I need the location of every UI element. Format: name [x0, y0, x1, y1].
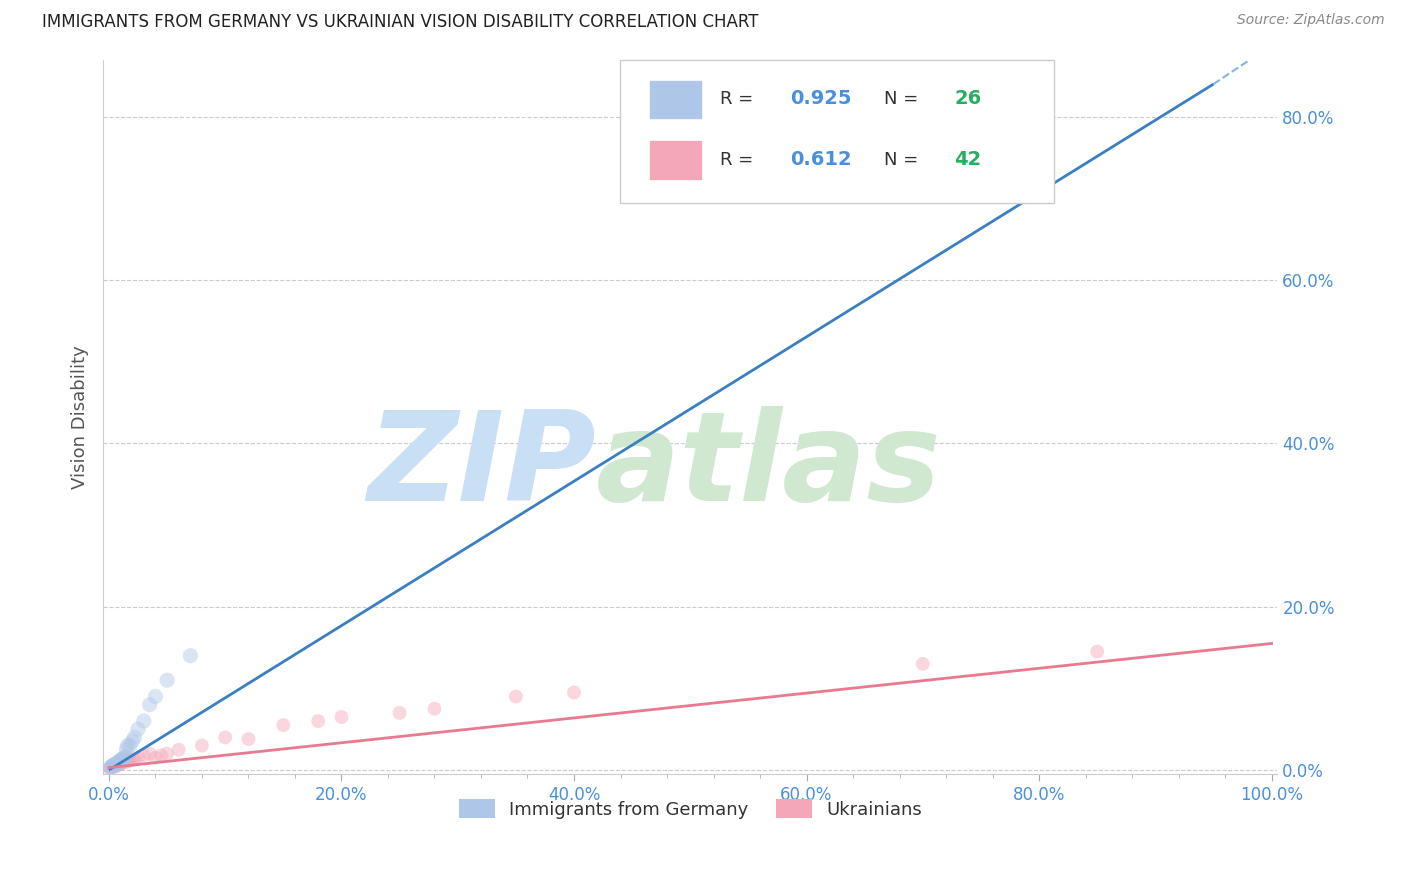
Text: N =: N =	[884, 90, 924, 108]
FancyBboxPatch shape	[620, 60, 1054, 202]
Point	[191, 739, 214, 753]
Point	[111, 756, 134, 770]
Point	[112, 753, 135, 767]
Point	[98, 761, 121, 775]
Text: 0.925: 0.925	[790, 89, 852, 109]
Point	[98, 761, 121, 775]
Point	[238, 731, 260, 746]
Point	[107, 757, 129, 772]
Point	[111, 752, 134, 766]
Point	[156, 747, 179, 761]
Y-axis label: Vision Disability: Vision Disability	[72, 345, 89, 489]
Point	[111, 755, 134, 769]
Text: R =: R =	[720, 90, 759, 108]
Point	[108, 755, 131, 769]
Point	[121, 753, 143, 767]
Point	[121, 734, 143, 748]
Point	[101, 758, 124, 772]
Point	[104, 758, 127, 772]
Point	[214, 731, 236, 745]
Point	[156, 673, 179, 688]
Point	[307, 714, 329, 728]
Point	[118, 752, 141, 766]
Point	[132, 748, 155, 763]
Point	[127, 723, 149, 737]
Point	[104, 757, 127, 772]
Point	[138, 747, 160, 761]
Text: IMMIGRANTS FROM GERMANY VS UKRAINIAN VISION DISABILITY CORRELATION CHART: IMMIGRANTS FROM GERMANY VS UKRAINIAN VIS…	[42, 13, 759, 31]
Point	[100, 761, 122, 775]
Point	[103, 758, 125, 772]
Point	[423, 702, 446, 716]
Point	[118, 739, 141, 753]
Text: 26: 26	[955, 89, 981, 109]
Point	[167, 742, 190, 756]
Point	[505, 690, 527, 704]
Point	[101, 759, 124, 773]
Point	[562, 685, 585, 699]
Point	[132, 714, 155, 728]
Point	[138, 698, 160, 712]
Point	[737, 151, 759, 165]
Point	[114, 750, 136, 764]
Text: 42: 42	[955, 150, 981, 169]
Point	[104, 758, 127, 772]
Point	[127, 751, 149, 765]
Point	[103, 759, 125, 773]
Text: ZIP: ZIP	[367, 407, 596, 527]
Point	[100, 760, 122, 774]
Point	[118, 753, 141, 767]
Point	[112, 751, 135, 765]
Point	[145, 751, 167, 765]
Point	[911, 657, 934, 671]
Text: 0.612: 0.612	[790, 150, 852, 169]
Point	[105, 758, 128, 772]
Point	[273, 718, 295, 732]
Point	[104, 757, 127, 772]
Point	[110, 756, 132, 771]
Point	[145, 690, 167, 704]
Point	[104, 760, 127, 774]
Point	[115, 755, 138, 769]
Point	[388, 706, 411, 720]
Point	[101, 759, 124, 773]
Point	[105, 756, 128, 771]
Text: atlas: atlas	[596, 407, 942, 527]
Point	[100, 760, 122, 774]
Point	[179, 648, 201, 663]
Point	[124, 752, 146, 766]
Point	[150, 748, 173, 763]
Point	[107, 755, 129, 769]
Point	[117, 754, 139, 768]
Text: N =: N =	[884, 151, 924, 169]
Bar	[650, 79, 702, 119]
Legend: Immigrants from Germany, Ukrainians: Immigrants from Germany, Ukrainians	[451, 792, 929, 826]
Point	[110, 755, 132, 769]
Point	[108, 757, 131, 772]
Text: Source: ZipAtlas.com: Source: ZipAtlas.com	[1237, 13, 1385, 28]
Point	[111, 751, 134, 765]
Bar	[650, 140, 702, 179]
Point	[110, 753, 132, 767]
Point	[1085, 645, 1108, 659]
Text: R =: R =	[720, 151, 759, 169]
Point	[124, 731, 146, 745]
Point	[117, 739, 139, 753]
Point	[115, 742, 138, 756]
Point	[330, 710, 353, 724]
